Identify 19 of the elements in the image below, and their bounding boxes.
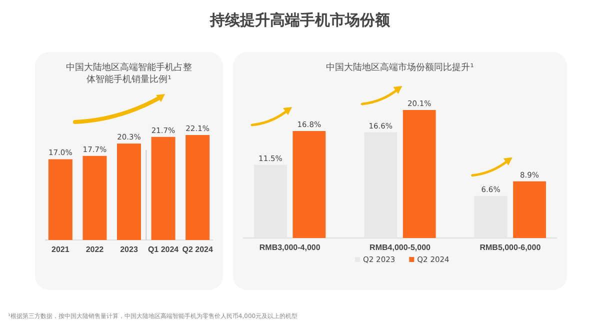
chart-title: 中国大陆地区高端市场份额同比提升¹ xyxy=(326,62,474,73)
x-tick-label: RMB5,000-6,000 xyxy=(480,242,542,252)
x-tick-label: 2022 xyxy=(86,244,104,254)
bar xyxy=(117,144,141,240)
bar xyxy=(292,131,326,238)
bar xyxy=(82,156,107,240)
text: 持续提升高端手机市场份额 xyxy=(209,11,391,29)
x-tick-label: Q1 2024 xyxy=(148,244,180,254)
bar xyxy=(402,110,436,238)
chart-title: 中国大陆地区高端智能手机占整体智能手机销量比例¹ xyxy=(66,62,192,85)
bar xyxy=(186,135,210,240)
x-tick-label: RMB3,000-4,000 xyxy=(259,242,321,252)
x-tick-label: 2023 xyxy=(120,244,138,254)
x-tick-label: 2021 xyxy=(52,244,70,254)
x-tick-label: RMB4,000-5,000 xyxy=(370,242,432,252)
x-tick-label: Q2 2024 xyxy=(182,244,214,254)
bar xyxy=(513,181,546,238)
bar xyxy=(48,159,72,240)
bar xyxy=(151,136,176,240)
